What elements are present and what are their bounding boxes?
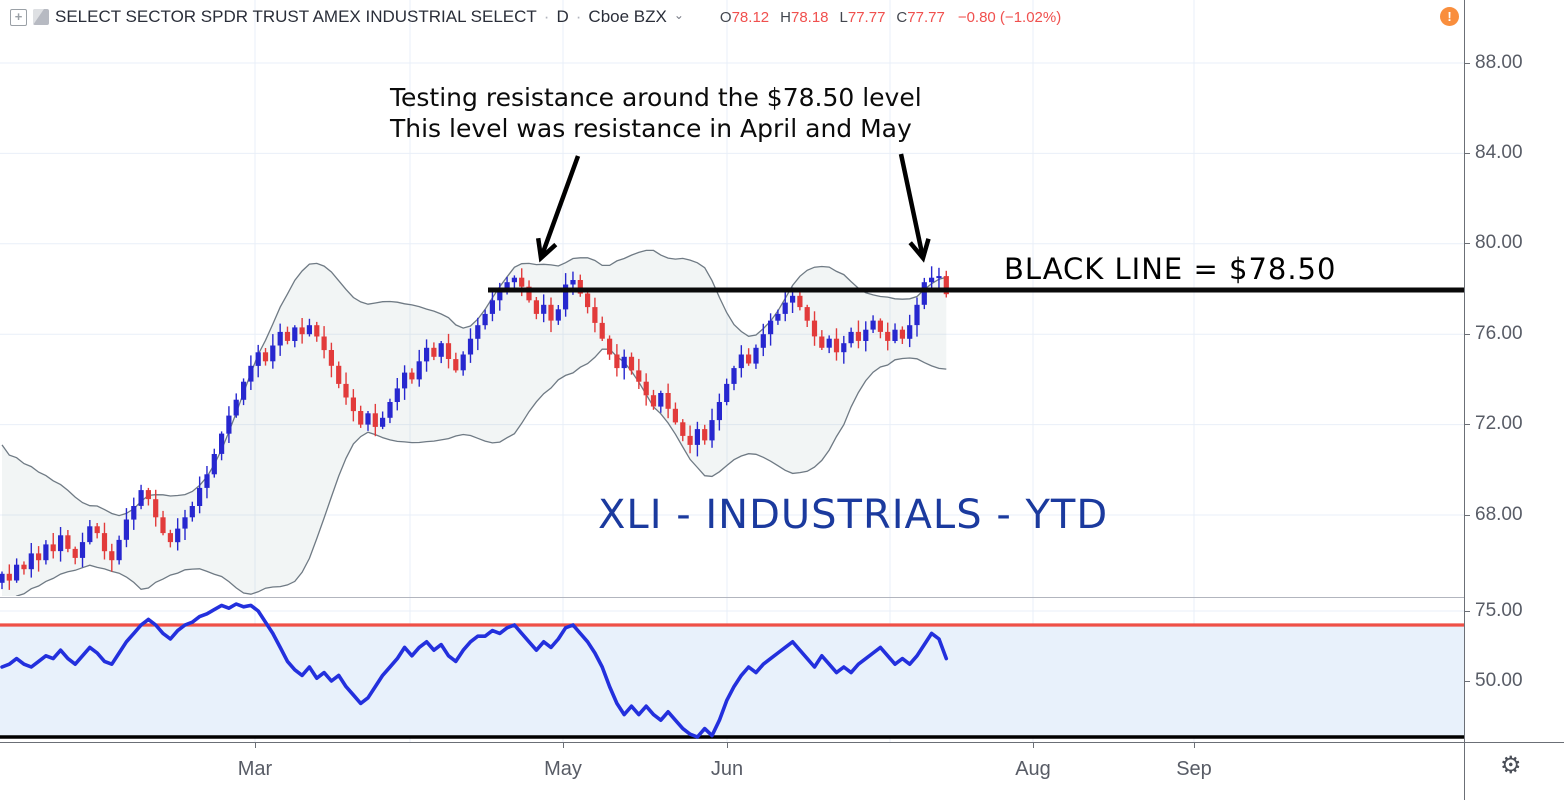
bollinger-band bbox=[1, 249, 947, 596]
axis-tick bbox=[1465, 515, 1470, 516]
time-axis-label: Jun bbox=[710, 758, 744, 780]
axis-tick bbox=[1465, 63, 1470, 64]
low-label: L bbox=[839, 8, 848, 26]
high-value: 78.18 bbox=[790, 8, 829, 26]
high-label: H bbox=[780, 8, 791, 26]
close-label: C bbox=[896, 8, 908, 26]
add-symbol-button[interactable]: + bbox=[10, 8, 27, 26]
settings-gear-icon[interactable]: ⚙ bbox=[1500, 752, 1522, 779]
axis-corner-divider bbox=[1464, 743, 1465, 800]
separator-dot: · bbox=[575, 7, 582, 26]
price-axis-label: 72.00 bbox=[1475, 413, 1523, 434]
time-axis-label: Aug bbox=[1015, 758, 1051, 780]
rsi-pane bbox=[0, 602, 1464, 739]
symbol-title[interactable]: SELECT SECTOR SPDR TRUST AMEX INDUSTRIAL… bbox=[55, 7, 537, 26]
symbol-logo[interactable] bbox=[33, 9, 49, 25]
axis-tick bbox=[1465, 681, 1470, 682]
axis-tick bbox=[727, 743, 728, 748]
data-problem-alert-icon[interactable]: ! bbox=[1440, 7, 1459, 26]
axis-tick bbox=[1465, 243, 1470, 244]
axis-tick bbox=[255, 743, 256, 748]
pane-separator[interactable] bbox=[0, 597, 1564, 598]
price-axis-label: 88.00 bbox=[1475, 52, 1523, 73]
annotation-line-1: Testing resistance around the $78.50 lev… bbox=[390, 83, 922, 112]
open-value: 78.12 bbox=[731, 8, 770, 26]
annotation-line-2: This level was resistance in April and M… bbox=[390, 114, 912, 143]
chart-area[interactable]: + SELECT SECTOR SPDR TRUST AMEX INDUSTRI… bbox=[0, 0, 1464, 742]
price-axis-label: 68.00 bbox=[1475, 504, 1523, 525]
resistance-line-label[interactable]: BLACK LINE = $78.50 bbox=[1004, 252, 1337, 286]
watermark-text[interactable]: XLI - INDUSTRIALS - YTD bbox=[598, 492, 1109, 538]
exchange-label[interactable]: Cboe BZX bbox=[588, 7, 667, 26]
drawings-layer[interactable] bbox=[488, 153, 1464, 293]
time-axis-label: May bbox=[544, 758, 582, 780]
axis-tick bbox=[1465, 424, 1470, 425]
axis-tick bbox=[1465, 334, 1470, 335]
change-value: −0.80 (−1.02%) bbox=[957, 8, 1062, 26]
arrow-left[interactable] bbox=[535, 155, 581, 263]
axis-tick bbox=[563, 743, 564, 748]
price-axis-label: 50.00 bbox=[1475, 670, 1523, 691]
chevron-down-icon[interactable]: ⌄ bbox=[673, 8, 684, 22]
interval-label[interactable]: D bbox=[556, 7, 569, 26]
annotation-text[interactable]: Testing resistance around the $78.50 lev… bbox=[390, 82, 922, 144]
price-axis-label: 84.00 bbox=[1475, 142, 1523, 163]
price-axis-label: 75.00 bbox=[1475, 600, 1523, 621]
price-axis-label: 80.00 bbox=[1475, 232, 1523, 253]
legend-bar: + SELECT SECTOR SPDR TRUST AMEX INDUSTRI… bbox=[10, 7, 1061, 27]
low-value: 77.77 bbox=[847, 8, 886, 26]
separator-dot: · bbox=[543, 7, 550, 26]
chart-canvas[interactable] bbox=[0, 0, 1464, 742]
axis-tick bbox=[1465, 153, 1470, 154]
time-axis-label: Mar bbox=[237, 758, 273, 780]
time-axis-label: Sep bbox=[1176, 758, 1212, 780]
axis-tick bbox=[1465, 611, 1470, 612]
price-axis-label: 76.00 bbox=[1475, 323, 1523, 344]
gridlines bbox=[0, 0, 1464, 742]
open-label: O bbox=[719, 8, 732, 26]
axis-tick bbox=[1194, 743, 1195, 748]
axis-tick bbox=[1033, 743, 1034, 748]
close-value: 77.77 bbox=[907, 8, 945, 26]
ohlc-values: O78.12 H78.18 L77.77 C77.77 −0.80 (−1.02… bbox=[720, 9, 1061, 26]
arrow-right[interactable] bbox=[898, 153, 931, 263]
time-axis[interactable]: ⚙ Mar May Jun Aug Sep bbox=[0, 742, 1564, 800]
price-axis[interactable]: 88.00 84.00 80.00 76.00 72.00 68.00 75.00 50.00 bbox=[1464, 0, 1564, 742]
